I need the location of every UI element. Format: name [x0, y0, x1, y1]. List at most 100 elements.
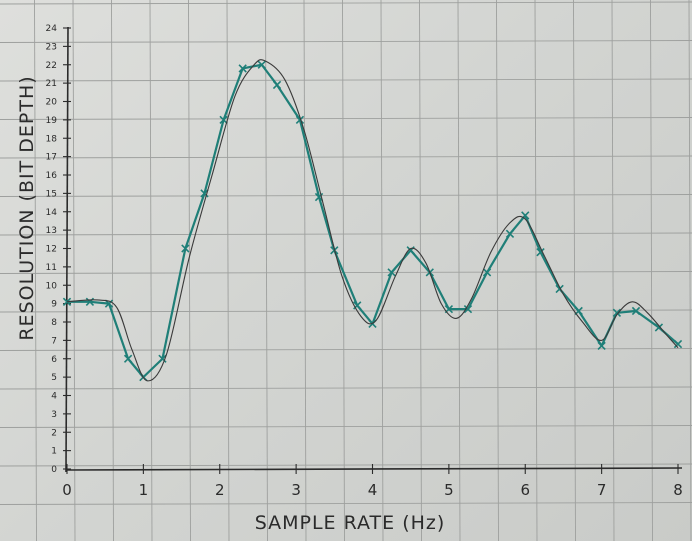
grid-line-horizontal	[0, 155, 692, 159]
grid-line-vertical	[611, 0, 615, 541]
y-axis-title: RESOLUTION (BIT DEPTH)	[16, 75, 38, 340]
series-0-x-marker	[295, 115, 305, 125]
series-layer	[62, 59, 683, 382]
series-0-x-marker	[597, 341, 606, 351]
series-0-line	[67, 63, 679, 379]
series-0-x-marker	[238, 64, 247, 73]
grid-line-vertical	[496, 0, 499, 541]
marker-stroke	[314, 192, 324, 202]
x-tick-label: 1	[139, 481, 149, 499]
marker-stroke	[219, 115, 228, 125]
y-tick-label: 2	[51, 428, 57, 438]
marker-stroke	[536, 248, 545, 257]
grid-line-horizontal	[0, 40, 692, 43]
y-tick-label: 24	[46, 24, 58, 34]
y-tick-label: 19	[46, 116, 58, 126]
marker-stroke	[104, 299, 114, 308]
grid-line-vertical	[534, 0, 538, 541]
grid-line-horizontal	[0, 502, 692, 505]
x-tick-label: 4	[368, 481, 378, 499]
y-tick-label: 23	[46, 42, 57, 52]
marker-stroke	[158, 354, 167, 363]
y-tick-label: 13	[46, 226, 57, 236]
y-tick-label: 17	[46, 153, 57, 163]
marker-stroke	[463, 304, 473, 314]
marker-stroke	[597, 341, 606, 351]
y-tick-label: 9	[51, 300, 57, 310]
x-tick-label: 8	[673, 481, 683, 499]
x-axis-title: SAMPLE RATE (Hz)	[255, 512, 446, 534]
marker-stroke	[612, 308, 622, 317]
y-tick-label: 22	[46, 61, 57, 71]
grid-line-vertical	[265, 0, 268, 541]
marker-stroke	[181, 244, 190, 253]
grid-line-horizontal	[0, 194, 692, 197]
axes	[65, 26, 683, 473]
grid-line-vertical	[457, 0, 461, 541]
grid-line-horizontal	[0, 348, 692, 351]
series-0-x-marker	[181, 244, 190, 253]
marker-stroke	[272, 80, 282, 90]
y-tick-label: 0	[51, 465, 57, 475]
series-0-x-marker	[536, 248, 545, 257]
y-tick-label: 14	[46, 208, 58, 218]
grid-line-vertical	[650, 0, 653, 541]
grid-line-vertical	[303, 0, 307, 541]
x-axis-line	[65, 467, 683, 471]
grid-line-horizontal	[0, 271, 692, 274]
grid-line-vertical	[226, 0, 230, 541]
y-tick-label: 18	[46, 134, 58, 144]
series-0-x-marker	[505, 229, 515, 238]
series-0-x-marker	[314, 192, 324, 202]
grid-line-horizontal	[0, 463, 692, 467]
y-tick-label: 3	[51, 410, 57, 420]
y-tick-label: 4	[51, 392, 57, 402]
grid-line-horizontal	[0, 1, 692, 5]
series-0-x-marker	[654, 323, 664, 332]
series-0-x-marker	[463, 304, 473, 314]
marker-stroke	[555, 284, 564, 294]
y-tick-label: 12	[46, 245, 57, 255]
x-tick-labels: 0 1 2 3 4 5 6 7 8	[62, 464, 683, 499]
grid-line-vertical	[688, 0, 692, 541]
marker-stroke	[482, 268, 492, 277]
grid-line-vertical	[72, 0, 76, 541]
series-0-x-marker	[123, 354, 133, 363]
series-1-line	[66, 59, 679, 382]
series-0-x-marker	[631, 306, 641, 316]
series-0-x-marker	[673, 339, 683, 349]
x-tick-label: 3	[291, 481, 301, 499]
x-tick-label: 7	[597, 481, 607, 499]
marker-stroke	[631, 306, 641, 316]
series-0-x-marker	[158, 354, 167, 363]
y-axis-line	[65, 26, 69, 473]
marker-stroke	[505, 229, 515, 238]
grid-line-vertical	[111, 0, 114, 541]
x-tick-label: 6	[520, 481, 530, 499]
grid-line-horizontal	[0, 309, 692, 313]
series-0-x-marker	[219, 115, 228, 125]
grid-line-horizontal	[0, 386, 692, 390]
grid-line-vertical	[188, 0, 191, 541]
grid-line-horizontal	[0, 117, 692, 120]
marker-stroke	[200, 189, 209, 198]
series-0-x-marker	[200, 189, 209, 198]
y-tick-label: 1	[51, 447, 57, 457]
marker-stroke	[295, 115, 305, 125]
grid-line-vertical	[149, 0, 153, 541]
y-tick-label: 20	[46, 98, 58, 108]
x-tick-label: 2	[215, 481, 225, 499]
series-0-x-marker	[387, 268, 396, 277]
y-tick-label: 7	[51, 336, 57, 346]
grid-line-horizontal	[0, 425, 692, 428]
marker-stroke	[123, 354, 133, 363]
grid-line-vertical	[573, 0, 576, 541]
y-tick-label: 8	[51, 318, 57, 328]
y-tick-label: 21	[46, 79, 57, 89]
series-0-x-marker	[612, 308, 622, 317]
y-tick-label: 11	[46, 263, 57, 273]
marker-stroke	[673, 339, 683, 349]
